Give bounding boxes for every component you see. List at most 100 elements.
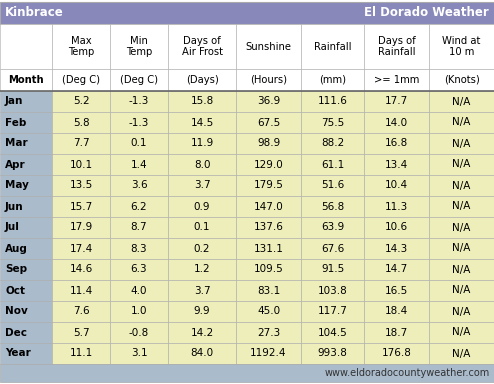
Bar (168, 259, 236, 280)
Text: Jun: Jun (5, 202, 24, 212)
Text: 0.1: 0.1 (194, 222, 210, 232)
Bar (110, 322, 168, 343)
Text: Feb: Feb (5, 118, 26, 127)
Text: N/A: N/A (453, 118, 471, 127)
Bar (168, 301, 236, 322)
Text: 8.3: 8.3 (131, 243, 147, 253)
Bar (52, 133, 110, 154)
Bar (168, 133, 236, 154)
Bar (0, 280, 52, 301)
Bar (110, 69, 168, 91)
Text: 11.1: 11.1 (69, 349, 93, 359)
Text: 8.0: 8.0 (194, 159, 210, 169)
Bar (429, 259, 494, 280)
Bar (236, 217, 301, 238)
Text: 6.3: 6.3 (131, 265, 147, 275)
Bar (0, 301, 52, 322)
Text: (Days): (Days) (186, 75, 218, 85)
Text: 147.0: 147.0 (253, 202, 284, 212)
Text: >= 1mm: >= 1mm (374, 75, 419, 85)
Text: N/A: N/A (453, 328, 471, 338)
Bar (52, 175, 110, 196)
Bar (301, 24, 364, 69)
Bar (236, 238, 301, 259)
Text: -1.3: -1.3 (129, 96, 149, 106)
Text: Min
Temp: Min Temp (126, 36, 152, 57)
Text: Kinbrace: Kinbrace (5, 7, 64, 20)
Text: N/A: N/A (453, 96, 471, 106)
Bar (236, 280, 301, 301)
Bar (52, 91, 110, 112)
Text: 111.6: 111.6 (318, 96, 347, 106)
Bar (301, 238, 364, 259)
Text: 15.7: 15.7 (69, 202, 93, 212)
Bar (301, 217, 364, 238)
Bar (168, 91, 236, 112)
Text: 131.1: 131.1 (253, 243, 284, 253)
Bar (364, 91, 429, 112)
Bar (429, 322, 494, 343)
Bar (110, 217, 168, 238)
Bar (364, 301, 429, 322)
Text: 1.2: 1.2 (194, 265, 210, 275)
Bar (0, 133, 52, 154)
Bar (429, 217, 494, 238)
Text: 84.0: 84.0 (191, 349, 213, 359)
Text: N/A: N/A (453, 285, 471, 296)
Bar (429, 301, 494, 322)
Bar (168, 217, 236, 238)
Bar (52, 301, 110, 322)
Text: 11.4: 11.4 (69, 285, 93, 296)
Bar (110, 24, 168, 69)
Text: 7.6: 7.6 (73, 306, 89, 316)
Bar (110, 112, 168, 133)
Text: 117.7: 117.7 (318, 306, 347, 316)
Bar (0, 175, 52, 196)
Bar (301, 112, 364, 133)
Bar (110, 175, 168, 196)
Bar (168, 280, 236, 301)
Bar (236, 133, 301, 154)
Bar (168, 24, 236, 69)
Text: 14.2: 14.2 (190, 328, 213, 338)
Bar (110, 154, 168, 175)
Bar (52, 238, 110, 259)
Bar (236, 196, 301, 217)
Text: Sep: Sep (5, 265, 27, 275)
Bar (52, 259, 110, 280)
Text: Aug: Aug (5, 243, 28, 253)
Text: 179.5: 179.5 (253, 180, 284, 190)
Bar (236, 343, 301, 364)
Text: 67.5: 67.5 (257, 118, 280, 127)
Text: 83.1: 83.1 (257, 285, 280, 296)
Bar (52, 154, 110, 175)
Bar (429, 24, 494, 69)
Text: Jan: Jan (5, 96, 23, 106)
Text: 17.7: 17.7 (385, 96, 408, 106)
Text: Oct: Oct (5, 285, 25, 296)
Bar (110, 301, 168, 322)
Bar (429, 280, 494, 301)
Bar (364, 259, 429, 280)
Text: 14.5: 14.5 (190, 118, 213, 127)
Bar (0, 343, 52, 364)
Bar (0, 154, 52, 175)
Text: N/A: N/A (453, 180, 471, 190)
Text: N/A: N/A (453, 243, 471, 253)
Text: Days of
Rainfall: Days of Rainfall (377, 36, 415, 57)
Text: Jul: Jul (5, 222, 20, 232)
Bar (0, 91, 52, 112)
Text: 14.3: 14.3 (385, 243, 408, 253)
Text: 3.6: 3.6 (131, 180, 147, 190)
Text: -1.3: -1.3 (129, 118, 149, 127)
Text: Apr: Apr (5, 159, 26, 169)
Text: 109.5: 109.5 (253, 265, 284, 275)
Bar (52, 280, 110, 301)
Text: 67.6: 67.6 (321, 243, 344, 253)
Text: (Hours): (Hours) (250, 75, 287, 85)
Bar (364, 112, 429, 133)
Text: 5.7: 5.7 (73, 328, 89, 338)
Bar (0, 217, 52, 238)
Text: 10.4: 10.4 (385, 180, 408, 190)
Text: N/A: N/A (453, 222, 471, 232)
